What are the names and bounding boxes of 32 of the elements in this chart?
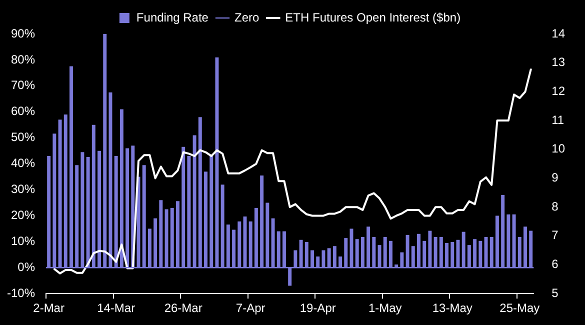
y-tick-label: 20% [10,208,36,222]
y2-tick-label: 13 [552,55,566,70]
y2-tick-label: 14 [552,26,566,40]
x-tick-label: 13-May [432,301,472,316]
y-tick-label: 40% [10,156,36,170]
x-tick-label: 14-Mar [97,301,136,316]
x-tick-label: 19-Apr [300,301,336,316]
legend-label: Zero [234,10,260,24]
y-tick-label: 90% [10,26,36,40]
legend-label: ETH Futures Open Interest ($bn) [285,10,461,24]
x-tick-label: 7-Apr [236,301,266,316]
legend-label: Funding Rate [136,10,209,24]
y-tick-label: 70% [10,78,36,92]
y2-tick-label: 11 [552,112,564,127]
y2-tick-label: 8 [552,199,559,214]
y2-tick-label: 6 [552,257,559,272]
x-tick-label: 1-May [368,301,402,316]
x-tick-label: 25-May [500,301,540,316]
y2-tick-label: 9 [552,170,559,185]
y-tick-label: 80% [10,52,36,66]
y2-tick-label: 5 [552,286,559,300]
x-tick-label: 2-Mar [33,301,64,316]
y2-tick-label: 12 [552,84,566,98]
x-tick-label: 26-Mar [164,301,202,316]
y-tick-label: 30% [10,182,36,196]
y2-tick-label: 10 [552,142,566,156]
y-tick-label: -10% [7,286,36,300]
y-tick-label: 0% [18,260,36,274]
y-tick-label: 10% [10,234,36,248]
y-tick-label: 60% [10,104,36,118]
y2-tick-label: 7 [552,228,559,242]
y-tick-label: 50% [10,130,36,144]
